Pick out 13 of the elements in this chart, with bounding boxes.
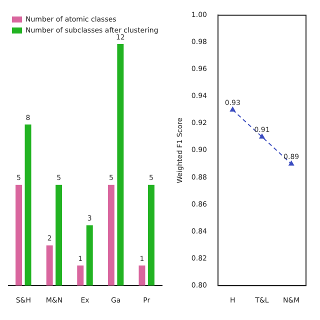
bar (46, 245, 53, 286)
point (288, 160, 294, 166)
bar (77, 265, 84, 286)
point (230, 106, 236, 112)
bar (16, 184, 22, 286)
bar (138, 265, 146, 286)
bar (56, 184, 62, 286)
bar (86, 225, 93, 286)
bar (24, 124, 32, 286)
bar (117, 44, 124, 286)
bar (108, 184, 114, 286)
point (259, 134, 265, 139)
bar (148, 184, 154, 286)
